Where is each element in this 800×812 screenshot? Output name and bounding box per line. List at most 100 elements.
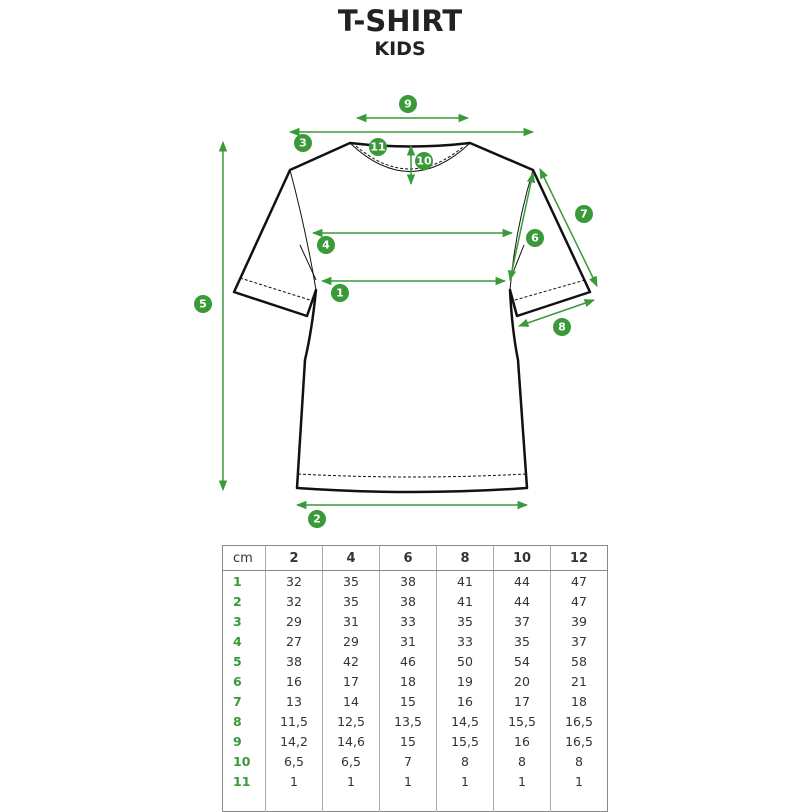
table-cell: 12,5 bbox=[322, 711, 380, 731]
table-cell: 37 bbox=[493, 611, 551, 631]
table-cell: 35 bbox=[322, 570, 380, 591]
table-row: 2 32 35 38 41 44 47 bbox=[223, 591, 608, 611]
table-cell: 47 bbox=[550, 570, 608, 591]
table-cell: 16 bbox=[493, 731, 551, 751]
table-cell: 44 bbox=[493, 570, 551, 591]
size-header: 12 bbox=[550, 545, 608, 571]
table-cell: 14,6 bbox=[322, 731, 380, 751]
table-cell: 46 bbox=[379, 651, 437, 671]
table-cell: 1 bbox=[436, 771, 494, 791]
table-cell: 16 bbox=[265, 671, 323, 691]
table-cell: 42 bbox=[322, 651, 380, 671]
table-row: 10 6,5 6,5 7 8 8 8 bbox=[223, 751, 608, 771]
measurement-arrows bbox=[218, 113, 598, 510]
table-cell: 50 bbox=[436, 651, 494, 671]
table-cell: 21 bbox=[550, 671, 608, 691]
row-label: 4 bbox=[233, 633, 242, 649]
table-cell: 13,5 bbox=[379, 711, 437, 731]
table-cell: 47 bbox=[550, 591, 608, 611]
table-cell: 16,5 bbox=[550, 731, 608, 751]
size-header: 2 bbox=[265, 545, 323, 571]
table-cell: 29 bbox=[322, 631, 380, 651]
table-cell: 38 bbox=[379, 570, 437, 591]
marker-1: 1 bbox=[331, 284, 349, 302]
table-cell: 19 bbox=[436, 671, 494, 691]
table-row: 4 27 29 31 33 35 37 bbox=[223, 631, 608, 651]
table-row: 3 29 31 33 35 37 39 bbox=[223, 611, 608, 631]
table-cell: 32 bbox=[265, 570, 323, 591]
arrow-7 bbox=[539, 168, 598, 287]
table-cell: 31 bbox=[379, 631, 437, 651]
table-cell: 1 bbox=[322, 771, 380, 791]
table-cell: 8 bbox=[436, 751, 494, 771]
table-cell: 13 bbox=[265, 691, 323, 711]
table-cell: 15 bbox=[379, 731, 437, 751]
table-cell: 18 bbox=[550, 691, 608, 711]
row-label: 5 bbox=[233, 653, 242, 669]
table-cell: 35 bbox=[493, 631, 551, 651]
row-label: 11 bbox=[233, 773, 251, 789]
table-cell: 16 bbox=[436, 691, 494, 711]
table-cell: 39 bbox=[550, 611, 608, 631]
table-cell: 6,5 bbox=[265, 751, 323, 771]
table-row: 11 1 1 1 1 1 1 bbox=[223, 771, 608, 791]
row-label: 8 bbox=[233, 713, 242, 729]
svg-text:6: 6 bbox=[531, 232, 539, 245]
table-cell: 32 bbox=[265, 591, 323, 611]
row-label: 3 bbox=[233, 613, 242, 629]
table-row: 8 11,5 12,5 13,5 14,5 15,5 16,5 bbox=[223, 711, 608, 731]
svg-text:9: 9 bbox=[404, 98, 412, 111]
row-label: 1 bbox=[233, 573, 242, 589]
table-cell: 15,5 bbox=[493, 711, 551, 731]
table-row: 1 32 35 38 41 44 47 bbox=[223, 570, 608, 591]
table-cell: 41 bbox=[436, 570, 494, 591]
table-cell: 11,5 bbox=[265, 711, 323, 731]
table-cell: 1 bbox=[379, 771, 437, 791]
row-label: 10 bbox=[233, 753, 251, 769]
table-cell: 35 bbox=[436, 611, 494, 631]
table-cell: 44 bbox=[493, 591, 551, 611]
table-cell: 1 bbox=[493, 771, 551, 791]
table-cell: 14,2 bbox=[265, 731, 323, 751]
table-row: 5 38 42 46 50 54 58 bbox=[223, 651, 608, 671]
table-cell: 1 bbox=[265, 771, 323, 791]
row-label: 7 bbox=[233, 693, 242, 709]
table-cell: 29 bbox=[265, 611, 323, 631]
page-subtitle: KIDS bbox=[374, 38, 426, 60]
table-cell: 54 bbox=[493, 651, 551, 671]
table-row: 6 16 17 18 19 20 21 bbox=[223, 671, 608, 691]
marker-2: 2 bbox=[308, 510, 326, 528]
svg-text:10: 10 bbox=[416, 155, 432, 168]
unit-header: cm bbox=[222, 545, 266, 571]
marker-4: 4 bbox=[317, 236, 335, 254]
marker-8: 8 bbox=[553, 318, 571, 336]
svg-text:7: 7 bbox=[580, 208, 588, 221]
row-label: 2 bbox=[233, 593, 242, 609]
table-cell: 14,5 bbox=[436, 711, 494, 731]
table-cell: 8 bbox=[550, 751, 608, 771]
table-cell: 14 bbox=[322, 691, 380, 711]
svg-text:11: 11 bbox=[370, 141, 385, 154]
table-cell: 38 bbox=[379, 591, 437, 611]
arrow-6 bbox=[507, 171, 536, 282]
table-cell: 17 bbox=[322, 671, 380, 691]
size-header: 10 bbox=[493, 545, 551, 571]
size-header: 8 bbox=[436, 545, 494, 571]
row-label: 9 bbox=[233, 733, 242, 749]
table-row: 7 13 14 15 16 17 18 bbox=[223, 691, 608, 711]
arrow-8 bbox=[518, 299, 595, 327]
size-table: cm 2 4 6 8 10 12 1 32 35 38 41 44 47 2 32 35 38 41 4… bbox=[222, 545, 608, 812]
tshirt-diagram: 1 2 3 4 5 6 7 8 9 10 11 bbox=[194, 95, 598, 528]
table-cell: 7 bbox=[379, 751, 437, 771]
marker-5: 5 bbox=[194, 295, 212, 313]
table-cell: 27 bbox=[265, 631, 323, 651]
table-cell: 6,5 bbox=[322, 751, 380, 771]
table-cell: 41 bbox=[436, 591, 494, 611]
svg-text:2: 2 bbox=[313, 513, 321, 526]
table-row: 9 14,2 14,6 15 15,5 16 16,5 bbox=[223, 731, 608, 751]
marker-10: 10 bbox=[415, 152, 433, 170]
table-cell: 8 bbox=[493, 751, 551, 771]
page-title: T-SHIRT bbox=[337, 4, 463, 38]
svg-text:4: 4 bbox=[322, 239, 330, 252]
row-label: 6 bbox=[233, 673, 242, 689]
